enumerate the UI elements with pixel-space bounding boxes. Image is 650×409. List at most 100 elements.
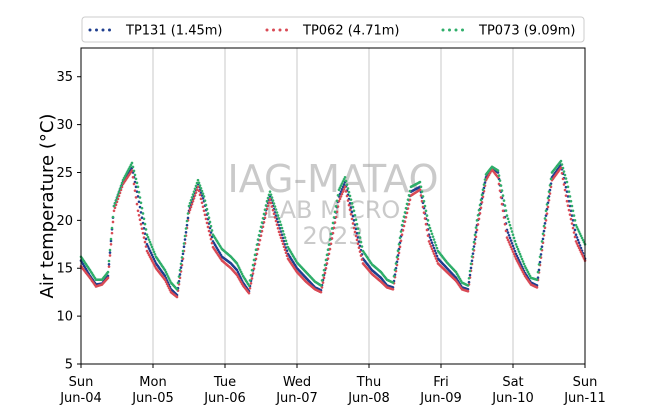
data-point — [320, 279, 324, 282]
data-point — [426, 234, 430, 237]
data-point — [542, 229, 546, 233]
data-point — [342, 178, 346, 181]
data-point — [250, 277, 254, 280]
data-point — [567, 199, 571, 203]
data-point — [474, 226, 478, 229]
data-point — [265, 199, 269, 203]
data-point — [430, 247, 434, 251]
data-point — [527, 272, 531, 276]
x-tick-label-date: Jun-11 — [563, 391, 606, 406]
data-point — [207, 216, 211, 219]
data-point — [267, 201, 271, 204]
data-point — [509, 245, 513, 249]
data-point — [513, 249, 517, 253]
data-point — [319, 284, 323, 287]
series-tp131 — [79, 163, 587, 297]
data-point — [254, 248, 258, 252]
data-point — [399, 239, 403, 243]
data-point — [184, 227, 188, 230]
data-point — [331, 221, 335, 225]
data-point — [179, 266, 183, 269]
data-point — [148, 240, 152, 244]
data-point — [499, 196, 503, 199]
data-point — [137, 200, 141, 204]
data-point — [197, 189, 201, 193]
data-point — [573, 228, 577, 232]
data-point — [110, 231, 114, 235]
data-point — [568, 195, 572, 198]
data-point — [259, 225, 263, 229]
data-point — [337, 188, 341, 192]
data-point — [518, 252, 522, 256]
data-point — [281, 236, 285, 240]
data-point — [134, 177, 138, 181]
data-point — [167, 277, 171, 280]
data-point — [435, 259, 439, 263]
data-point — [478, 212, 482, 215]
data-point — [146, 245, 150, 248]
data-point — [238, 275, 242, 278]
data-point — [502, 216, 506, 219]
data-point — [548, 192, 552, 195]
data-point — [284, 239, 288, 243]
data-point — [506, 238, 510, 242]
data-point — [510, 248, 514, 251]
data-point — [247, 291, 251, 295]
data-point — [338, 192, 342, 196]
data-point — [277, 217, 281, 220]
data-point — [354, 218, 358, 222]
data-point — [434, 243, 438, 247]
data-point — [357, 246, 361, 250]
data-point — [499, 184, 503, 187]
data-point — [131, 175, 135, 179]
data-point — [508, 236, 512, 240]
data-point — [566, 204, 570, 207]
data-point — [572, 223, 576, 227]
data-point — [275, 211, 279, 214]
data-point — [165, 282, 169, 286]
data-point — [342, 187, 346, 191]
data-point — [434, 257, 438, 260]
data-point — [524, 266, 528, 270]
data-point — [429, 229, 433, 233]
data-point — [503, 222, 507, 226]
data-point — [339, 184, 343, 187]
data-point — [183, 238, 187, 241]
data-point — [549, 177, 553, 181]
data-point — [182, 245, 186, 248]
data-point — [108, 254, 112, 257]
data-point — [509, 227, 513, 230]
data-point — [576, 244, 580, 247]
data-point — [263, 216, 267, 220]
data-point — [153, 265, 157, 268]
data-point — [425, 214, 429, 217]
data-point — [205, 207, 209, 211]
data-point — [253, 262, 257, 266]
data-point — [354, 234, 358, 238]
data-point — [143, 232, 147, 235]
data-point — [183, 234, 187, 238]
data-point — [338, 186, 342, 189]
data-point — [192, 197, 196, 200]
data-point — [576, 228, 580, 231]
data-point — [331, 231, 335, 235]
data-point — [266, 196, 270, 200]
data-point — [511, 244, 515, 248]
data-point — [428, 236, 432, 239]
data-point — [247, 284, 251, 287]
data-point — [477, 208, 481, 212]
data-point — [206, 225, 210, 229]
data-point — [107, 265, 111, 268]
data-point — [426, 219, 430, 222]
data-point — [153, 253, 157, 256]
data-point — [276, 226, 280, 230]
legend-box — [81, 16, 585, 43]
data-point — [517, 258, 521, 262]
data-point — [257, 233, 261, 237]
data-point — [395, 255, 399, 259]
data-point — [206, 212, 210, 215]
data-point — [273, 216, 277, 219]
data-point — [423, 204, 427, 208]
data-point — [330, 237, 334, 240]
